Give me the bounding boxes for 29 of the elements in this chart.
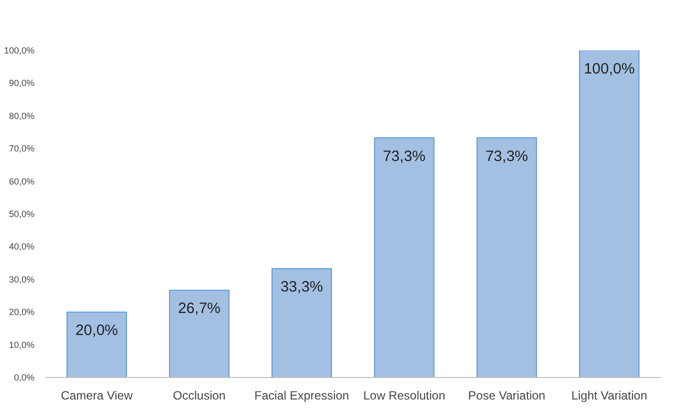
y-tick-label: 10,0% — [8, 340, 35, 350]
y-tick-label: 30,0% — [8, 274, 35, 284]
y-tick-label: 90,0% — [8, 78, 35, 88]
x-tick-label: Camera View — [60, 388, 133, 402]
bar — [579, 50, 640, 378]
data-label: 20,0% — [75, 322, 118, 340]
y-tick-label: 70,0% — [8, 144, 35, 154]
data-label: 100,0% — [584, 60, 635, 78]
bar — [272, 268, 332, 378]
data-label: 33,3% — [280, 278, 324, 296]
x-tick-label: Occlusion — [172, 388, 226, 402]
x-tick-label: Pose Variation — [468, 388, 546, 402]
bar — [66, 312, 127, 378]
y-tick-label: 40,0% — [8, 242, 35, 252]
bar — [476, 137, 537, 378]
data-label: 26,7% — [178, 300, 221, 318]
x-tick-label: Facial Expression — [254, 388, 350, 402]
y-tick-label: 0,0% — [14, 372, 34, 382]
x-tick-label: Low Resolution — [363, 388, 446, 402]
y-tick-label: 80,0% — [8, 110, 35, 121]
data-label: 73,3% — [382, 148, 426, 165]
bar — [374, 137, 434, 378]
bar — [169, 290, 230, 378]
y-tick-label: 100,0% — [4, 46, 35, 56]
data-label: 73,3% — [485, 148, 528, 165]
y-tick-label: 60,0% — [8, 176, 35, 186]
y-tick-label: 50,0% — [8, 209, 35, 219]
x-tick-label: Light Variation — [571, 388, 648, 402]
y-tick-label: 20,0% — [8, 307, 35, 318]
